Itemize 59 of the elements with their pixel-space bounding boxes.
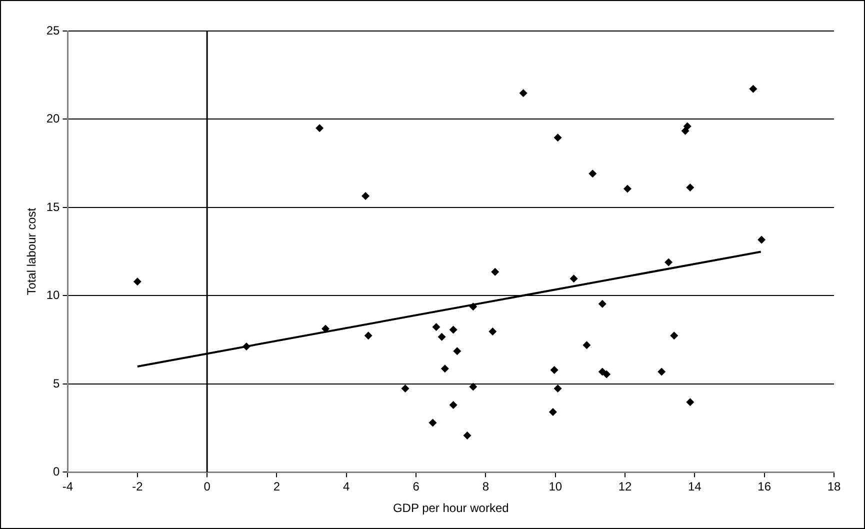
x-tick-label: 4 [343, 480, 350, 494]
point [463, 431, 472, 440]
point [582, 341, 591, 350]
point [321, 324, 330, 333]
point [758, 236, 766, 244]
y-tick-label: 20 [46, 112, 60, 126]
x-axis-title: GDP per hour worked [392, 501, 509, 516]
point [316, 124, 324, 132]
point [548, 408, 557, 416]
point [242, 342, 250, 351]
point [570, 274, 578, 283]
x-tick-label: -2 [132, 480, 144, 494]
point [670, 332, 678, 340]
point [440, 364, 449, 373]
point [362, 192, 370, 200]
x-tick-label: 0 [204, 480, 211, 494]
x-tick-label: 12 [618, 480, 632, 494]
point [554, 134, 562, 142]
x-tick-label: 18 [827, 480, 841, 494]
x-tick-label: 10 [548, 480, 562, 494]
x-tick-label: 8 [482, 480, 490, 494]
point [133, 278, 142, 286]
y-tick-label: 10 [46, 288, 60, 302]
point [550, 366, 558, 374]
y-tick-label: 25 [46, 23, 60, 38]
point [438, 332, 446, 341]
point [364, 332, 372, 340]
y-tick-label: 5 [53, 376, 60, 390]
point [681, 126, 690, 135]
point [588, 170, 597, 178]
point [469, 302, 478, 311]
x-tick-label: 16 [758, 480, 772, 494]
point [519, 89, 528, 98]
point [488, 328, 497, 336]
x-tick-label: -4 [62, 480, 74, 494]
x-tick-label: 6 [412, 480, 420, 494]
point [453, 347, 462, 356]
point [428, 418, 437, 427]
point [664, 258, 673, 266]
x-tick-label: 2 [273, 480, 280, 494]
x-tick-label: 14 [688, 480, 702, 494]
point [749, 84, 758, 93]
point [469, 382, 478, 391]
point [623, 184, 632, 193]
point [432, 322, 440, 331]
point [554, 384, 562, 393]
point [401, 384, 410, 393]
point [658, 368, 666, 376]
y-tick-label: 0 [53, 464, 60, 479]
point [449, 400, 458, 409]
point [598, 300, 606, 308]
point [602, 370, 611, 378]
point [686, 184, 694, 192]
y-axis-title: Total labour cost [24, 207, 39, 296]
point [683, 122, 692, 130]
point [449, 326, 458, 334]
y-tick-label: 15 [46, 200, 60, 214]
point [491, 268, 500, 276]
point [686, 398, 694, 406]
